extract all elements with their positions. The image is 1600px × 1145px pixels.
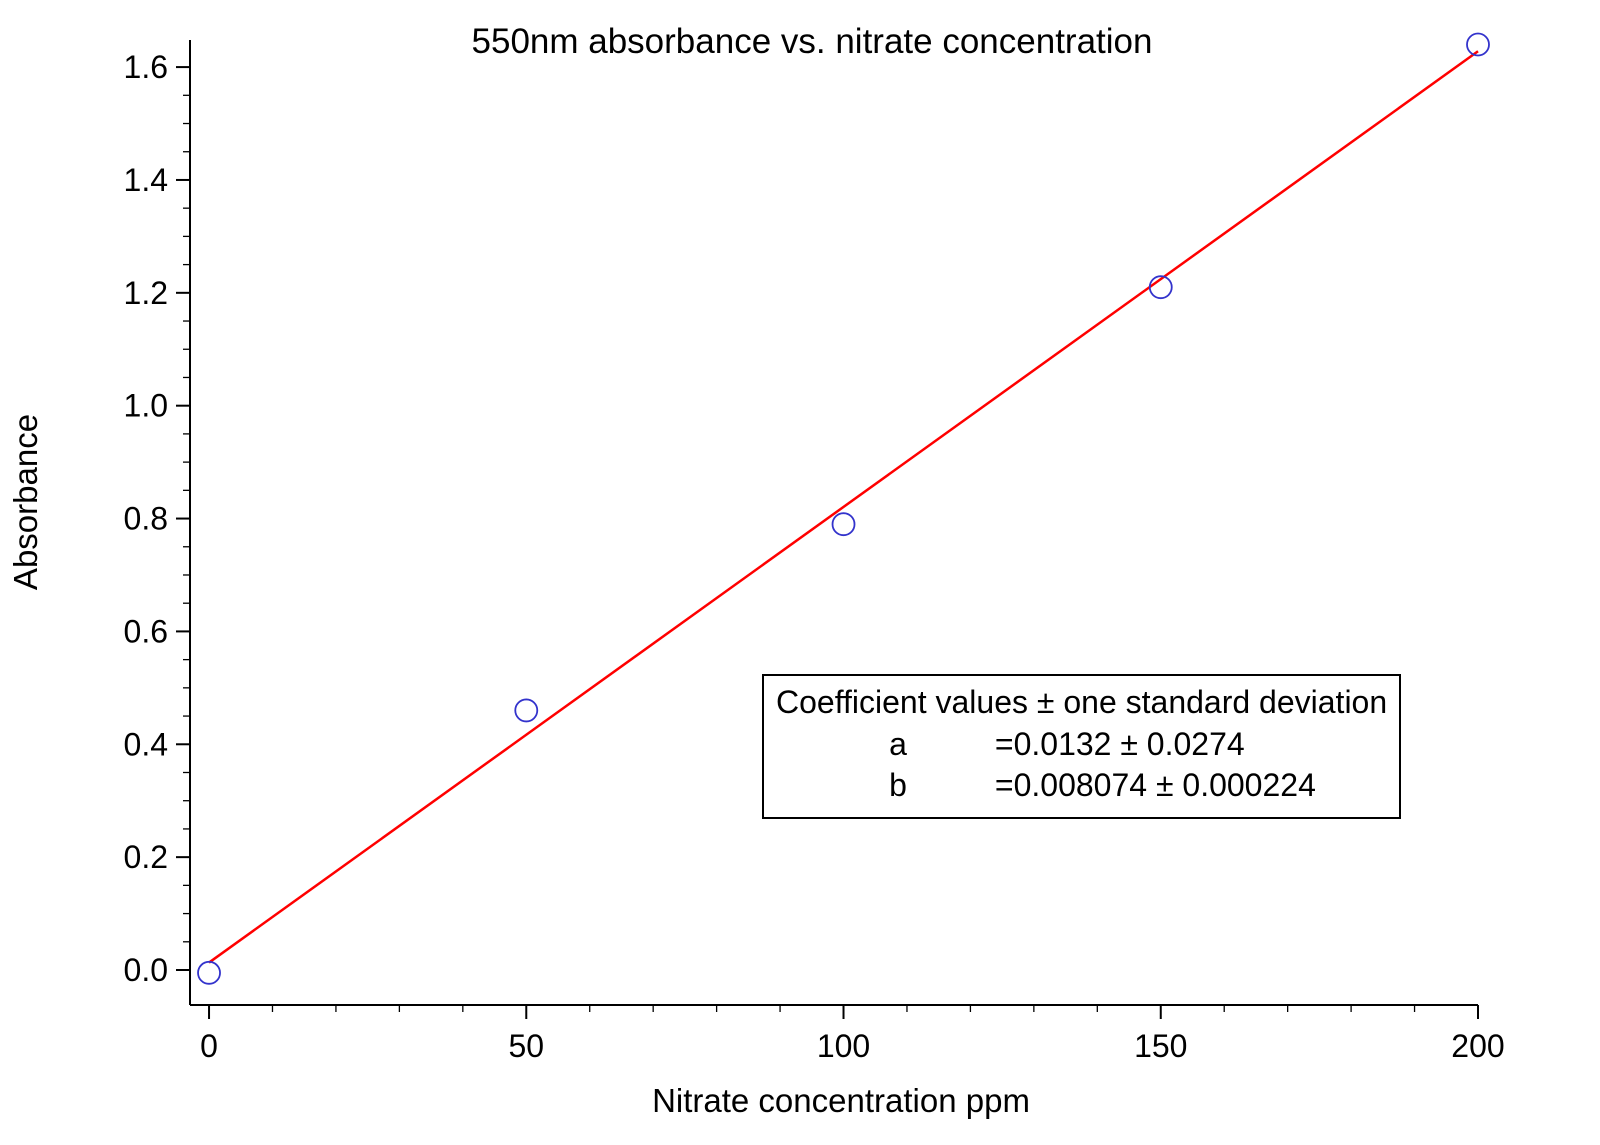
data-point: [1466, 32, 1490, 57]
y-tick-label: 0.4: [124, 726, 168, 762]
x-tick-label: 200: [1451, 1028, 1504, 1064]
y-tick-label: 0.6: [124, 613, 168, 649]
x-tick-label: 50: [508, 1028, 544, 1064]
coefficient-b-name: b: [889, 767, 907, 804]
x-tick-label: 150: [1134, 1028, 1187, 1064]
coefficient-b-value: =0.008074 ± 0.000224: [994, 767, 1316, 804]
y-tick-label: 0.2: [124, 839, 168, 875]
y-tick-label: 1.6: [124, 49, 168, 85]
coefficient-a-value: =0.0132 ± 0.0274: [994, 725, 1245, 762]
data-point: [831, 512, 856, 537]
x-tick-label: 100: [817, 1028, 870, 1064]
legend-row-a: a =0.0132 ± 0.0274: [776, 724, 1387, 766]
fit-coefficients-box: Coefficient values ± one standard deviat…: [762, 674, 1402, 819]
coefficient-a-name: a: [889, 725, 907, 762]
y-tick-label: 1.0: [124, 388, 168, 424]
y-tick-label: 1.2: [124, 275, 168, 311]
x-axis-title: Nitrate concentration ppm: [652, 1082, 1030, 1119]
x-tick-label: 0: [200, 1028, 218, 1064]
chart-title: 550nm absorbance vs. nitrate concentrati…: [471, 22, 1153, 61]
y-axis-title: Absorbance: [7, 413, 44, 591]
y-tick-label: 0.0: [124, 952, 168, 988]
fit-line: [208, 50, 1479, 964]
y-tick-label: 0.8: [124, 501, 168, 537]
data-point: [514, 698, 539, 723]
data-point: [197, 960, 221, 985]
legend-header: Coefficient values ± one standard deviat…: [776, 684, 1388, 720]
y-tick-label: 1.4: [124, 162, 168, 198]
legend-row-b: b =0.008074 ± 0.000224: [776, 765, 1387, 807]
data-point: [1148, 275, 1173, 300]
